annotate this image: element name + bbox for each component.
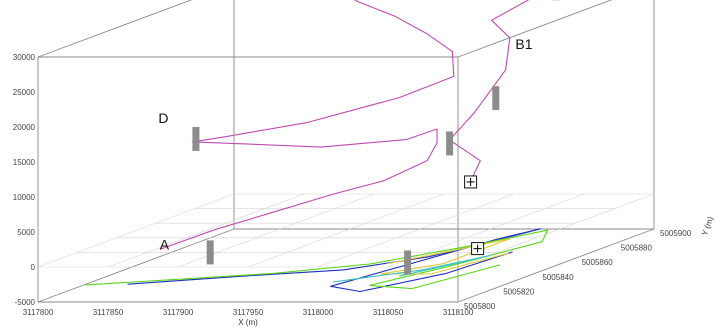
z-tick-label: 30000: [13, 53, 36, 62]
grid-line-x: [37, 193, 235, 268]
annotation-label: B1: [515, 36, 532, 52]
box-edge: [37, 228, 235, 303]
marker-bar: [404, 250, 412, 275]
x-axis-label: X (m): [238, 318, 258, 327]
z-tick-label: 5000: [17, 228, 35, 237]
x-tick-label: 3117850: [93, 308, 124, 317]
y-tick-label: 5005900: [660, 229, 692, 238]
y-tick-label: 5005820: [503, 287, 535, 296]
annotations: ADD1C1B1: [158, 36, 532, 253]
y-tick-label: 5005840: [542, 273, 574, 282]
x-tick-label: 3118050: [373, 308, 404, 317]
grid-line-x: [107, 193, 305, 268]
axes-box: [37, 0, 655, 303]
z-tick-label: -5000: [15, 298, 36, 307]
z-tick-label: 20000: [13, 123, 36, 132]
marker-bar: [446, 131, 454, 156]
z-tick-label: 10000: [13, 193, 36, 202]
box-edge: [457, 0, 613, 58]
floor-grid: [37, 193, 655, 268]
y-tick-label: 5005860: [582, 258, 614, 267]
x-tick-label: 3117900: [163, 308, 194, 317]
box-edge: [457, 228, 655, 303]
x-tick-label: 3118000: [303, 308, 334, 317]
z-tick-label: 15000: [13, 158, 36, 167]
y-tick-label: 5005880: [621, 244, 653, 253]
box-edge: [37, 0, 193, 58]
grid-line-x: [317, 193, 515, 268]
z-tick-label: 25000: [13, 88, 36, 97]
z-tick-label: 0: [31, 263, 36, 272]
marker-bar: [192, 126, 200, 151]
y-tick-label: 5005800: [464, 302, 496, 311]
series-line: [380, 238, 511, 275]
x-tick-label: 3117800: [23, 308, 54, 317]
x-tick-label: 3118100: [443, 308, 474, 317]
marker-layer: [192, 0, 560, 275]
marker-bar: [206, 240, 214, 265]
series-line: [85, 229, 549, 290]
y-axis-label: Y (m): [700, 215, 714, 237]
tick-labels: 3117800 3117850 3117900 3117950 3118000 31180…: [13, 53, 692, 317]
marker-bar: [492, 86, 500, 111]
x-tick-label: 3117950: [233, 308, 264, 317]
series-line: [333, 254, 492, 283]
series-line: [127, 228, 542, 293]
series-line: [159, 0, 530, 250]
grid-line-x: [247, 193, 445, 268]
annotation-label: A: [160, 236, 170, 252]
trajectory-series: [85, 0, 549, 293]
annotation-label: D: [158, 110, 168, 126]
